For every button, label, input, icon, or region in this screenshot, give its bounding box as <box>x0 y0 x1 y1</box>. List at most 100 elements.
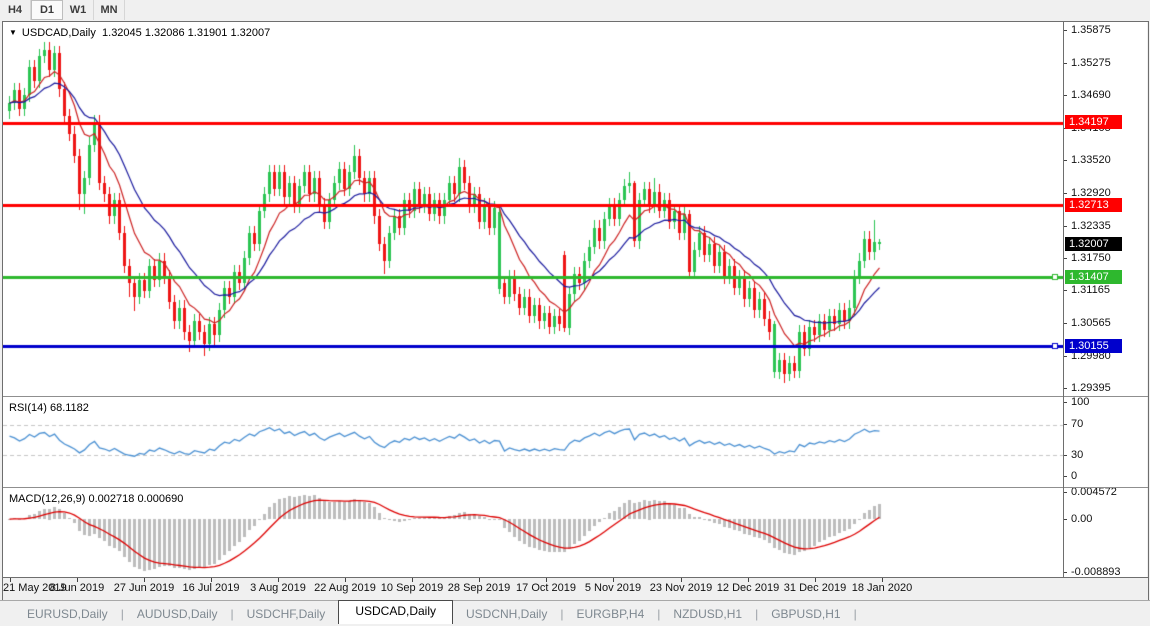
timeframe-toolbar: H4 D1 W1 MN <box>0 0 1150 20</box>
date-axis-tick <box>882 578 883 582</box>
macd-axis-label: 0.004572 <box>1071 486 1117 498</box>
tab-eurgbp[interactable]: EURGBP,H4 <box>576 606 645 621</box>
tab-audusd[interactable]: AUDUSD,Daily <box>136 606 218 621</box>
date-axis-label: 22 Aug 2019 <box>314 582 376 594</box>
price-axis-label: 1.31750 <box>1071 252 1111 264</box>
price-axis-tick <box>1063 323 1067 324</box>
main-price-chart-canvas[interactable] <box>3 22 1063 396</box>
date-axis-label: 23 Nov 2019 <box>649 582 713 594</box>
tab-separator: | <box>657 606 661 621</box>
macd-axis-tick <box>1063 572 1067 573</box>
chart-title: ▼ USDCAD,Daily 1.32045 1.32086 1.31901 1.… <box>9 27 270 39</box>
date-axis-tick <box>412 578 413 582</box>
price-axis-label: 1.34690 <box>1071 89 1111 101</box>
tab-separator: | <box>853 606 857 621</box>
date-axis-label: 10 Sep 2019 <box>380 582 444 594</box>
price-axis-tick <box>1063 226 1067 227</box>
tab-usdcad[interactable]: USDCAD,Daily <box>338 599 453 624</box>
date-axis-label: 31 Dec 2019 <box>783 582 847 594</box>
date-axis-tick <box>211 578 212 582</box>
date-axis-label: 12 Dec 2019 <box>716 582 780 594</box>
date-axis-tick <box>546 578 547 582</box>
price-axis-tick <box>1063 63 1067 64</box>
date-axis-tick <box>479 578 480 582</box>
price-axis-label: 1.30565 <box>1071 317 1111 329</box>
date-axis-label: 5 Nov 2019 <box>584 582 642 594</box>
price-axis-tick <box>1063 290 1067 291</box>
tab-usdchf[interactable]: USDCHF,Daily <box>246 606 326 621</box>
price-axis-label: 1.29395 <box>1071 382 1111 394</box>
date-axis-label: 28 Sep 2019 <box>447 582 511 594</box>
tab-separator: | <box>230 606 234 621</box>
price-axis-label: 1.35275 <box>1071 57 1111 69</box>
macd-label: MACD(12,26,9) 0.002718 0.000690 <box>9 493 184 505</box>
date-axis-tick <box>345 578 346 582</box>
tab-separator: | <box>560 606 564 621</box>
price-axis-border <box>1063 22 1064 577</box>
timeframe-button-mn[interactable]: MN <box>94 0 125 20</box>
price-axis-tick <box>1063 258 1067 259</box>
rsi-axis-label: 30 <box>1071 449 1084 461</box>
price-badge: 1.32007 <box>1065 237 1122 251</box>
price-axis-label: 1.32920 <box>1071 187 1111 199</box>
rsi-current-value: 68.1182 <box>49 402 89 414</box>
date-axis-label: 18 Jan 2020 <box>851 582 913 594</box>
price-badge: 1.34197 <box>1065 115 1122 129</box>
price-axis-tick <box>1063 356 1067 357</box>
timeframe-button-d1[interactable]: D1 <box>31 0 63 20</box>
macd-indicator-canvas[interactable] <box>3 489 1063 577</box>
macd-splitter[interactable] <box>2 487 1148 488</box>
rsi-axis-tick <box>1063 476 1067 477</box>
date-axis-label: 27 Jun 2019 <box>113 582 175 594</box>
rsi-indicator-canvas[interactable] <box>3 398 1063 487</box>
date-axis-label: 17 Oct 2019 <box>516 582 576 594</box>
price-axis-tick <box>1063 30 1067 31</box>
macd-axis-tick <box>1063 519 1067 520</box>
chart-ohlc-values: 1.32045 1.32086 1.31901 1.32007 <box>102 27 271 39</box>
rsi-axis-tick <box>1063 424 1067 425</box>
price-axis-tick <box>1063 160 1067 161</box>
date-axis-tick <box>681 578 682 582</box>
rsi-axis-tick <box>1063 402 1067 403</box>
price-badge: 1.31407 <box>1065 270 1122 284</box>
date-axis-label: 8 Jun 2019 <box>49 582 105 594</box>
rsi-axis-tick <box>1063 455 1067 456</box>
price-axis-label: 1.35875 <box>1071 24 1111 36</box>
tab-usdcnh[interactable]: USDCNH,Daily <box>466 606 548 621</box>
tab-separator: | <box>120 606 124 621</box>
price-axis-label: 1.32335 <box>1071 220 1111 232</box>
rsi-axis-label: 100 <box>1071 396 1090 408</box>
tab-eurusd[interactable]: EURUSD,Daily <box>27 606 108 621</box>
macd-signal-value: 0.000690 <box>137 493 184 505</box>
macd-axis-tick <box>1063 492 1067 493</box>
price-axis-tick <box>1063 388 1067 389</box>
date-axis-tick <box>815 578 816 582</box>
date-axis-tick <box>278 578 279 582</box>
date-axis-tick <box>144 578 145 582</box>
timeframe-button-w1[interactable]: W1 <box>63 0 94 20</box>
macd-axis-label: 0.00 <box>1071 513 1093 525</box>
rsi-label: RSI(14) 68.1182 <box>9 402 89 414</box>
price-axis-label: 1.33520 <box>1071 154 1111 166</box>
rsi-axis-label: 70 <box>1071 418 1084 430</box>
macd-main-value: 0.002718 <box>88 493 135 505</box>
symbol-tab-bar: EURUSD,Daily | AUDUSD,Daily | USDCHF,Daily US… <box>0 599 1150 626</box>
date-axis-label: 21 May 2019 <box>3 582 67 594</box>
tab-gbpusd[interactable]: GBPUSD,H1 <box>771 606 841 621</box>
date-axis-tick <box>748 578 749 582</box>
price-axis-label: 1.31165 <box>1071 284 1110 296</box>
price-axis-label: 1.29980 <box>1071 350 1111 362</box>
tab-nzdusd[interactable]: NZDUSD,H1 <box>673 606 743 621</box>
price-badge: 1.32713 <box>1065 198 1122 212</box>
date-axis-tick <box>613 578 614 582</box>
collapse-triangle-icon[interactable]: ▼ <box>9 28 17 37</box>
rsi-axis-label: 0 <box>1071 470 1078 482</box>
date-axis-label: 3 Aug 2019 <box>250 582 306 594</box>
rsi-splitter[interactable] <box>2 396 1148 397</box>
date-axis-tick <box>77 578 78 582</box>
macd-axis-label: -0.008893 <box>1071 566 1121 578</box>
price-axis-tick <box>1063 95 1067 96</box>
date-axis-tick <box>10 578 11 582</box>
timeframe-button-h4[interactable]: H4 <box>0 0 31 20</box>
tab-separator: | <box>755 606 759 621</box>
